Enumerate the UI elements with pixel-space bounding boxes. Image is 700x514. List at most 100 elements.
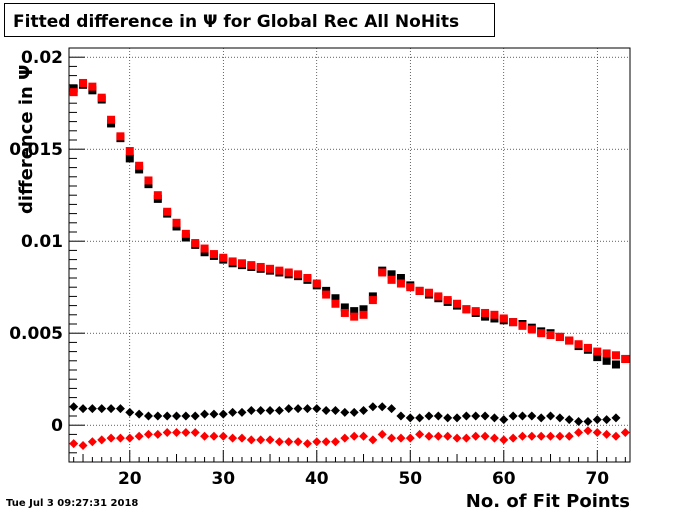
red-diamond-point <box>228 433 238 443</box>
x-tick-label: 40 <box>305 469 329 489</box>
red-square-point <box>97 93 106 102</box>
red-diamond-point <box>517 431 527 441</box>
red-diamond-point <box>508 433 518 443</box>
red-diamond-point <box>433 431 443 441</box>
red-square-point <box>434 292 443 301</box>
red-diamond-point <box>265 435 275 445</box>
red-square-point <box>266 264 275 273</box>
red-diamond-point <box>583 426 593 436</box>
red-diamond-point <box>546 431 556 441</box>
red-square-point <box>331 299 340 308</box>
black-diamond-point <box>340 407 350 417</box>
red-square-point <box>116 132 125 141</box>
y-tick-label: 0 <box>51 416 63 436</box>
red-diamond-point <box>564 431 574 441</box>
black-diamond-point <box>349 407 359 417</box>
black-square-point <box>602 356 611 365</box>
red-square-point <box>574 340 583 349</box>
red-diamond-point <box>489 433 499 443</box>
black-diamond-point <box>302 404 312 414</box>
red-square-point <box>228 257 237 266</box>
black-diamond-point <box>443 413 453 423</box>
red-diamond-point <box>602 429 612 439</box>
black-diamond-point <box>87 404 97 414</box>
data-markers <box>69 78 630 450</box>
red-diamond-point <box>106 433 116 443</box>
black-diamond-point <box>583 417 593 427</box>
red-diamond-point <box>499 435 509 445</box>
black-diamond-point <box>527 411 537 421</box>
red-diamond-point <box>480 431 490 441</box>
black-diamond-point <box>293 404 303 414</box>
y-tick-label: 0.02 <box>21 48 63 68</box>
x-axis-label: No. of Fit Points <box>465 491 630 512</box>
red-square-point <box>181 229 190 238</box>
red-diamond-point <box>359 431 369 441</box>
red-diamond-point <box>246 435 256 445</box>
black-diamond-point <box>69 402 79 412</box>
black-diamond-point <box>97 404 107 414</box>
red-square-point <box>153 191 162 200</box>
red-square-point <box>125 147 134 156</box>
red-square-point <box>555 332 564 341</box>
red-square-point <box>209 250 218 259</box>
red-diamond-point <box>527 431 537 441</box>
black-square-point <box>611 360 620 369</box>
black-diamond-point <box>471 411 481 421</box>
title-box: Fitted difference in Ψ for Global Rec Al… <box>4 3 495 37</box>
red-square-point <box>611 351 620 360</box>
black-square-point <box>387 270 396 279</box>
plot-frame <box>68 47 631 463</box>
red-square-point <box>378 268 387 277</box>
red-square-point <box>406 283 415 292</box>
red-square-point <box>247 261 256 270</box>
black-diamond-point <box>265 405 275 415</box>
black-square-point <box>125 154 134 163</box>
red-diamond-point <box>172 428 182 438</box>
red-diamond-point <box>536 431 546 441</box>
black-square-point <box>331 294 340 303</box>
red-diamond-point <box>78 440 88 450</box>
black-diamond-point <box>368 402 378 412</box>
red-diamond-point <box>143 429 153 439</box>
red-square-point <box>107 115 116 124</box>
red-square-point <box>396 279 405 288</box>
black-diamond-point <box>200 409 210 419</box>
grid-lines <box>69 48 630 462</box>
black-diamond-point <box>489 413 499 423</box>
red-diamond-point <box>274 437 284 447</box>
black-square-point <box>340 303 349 312</box>
black-diamond-point <box>602 415 612 425</box>
black-diamond-point <box>321 405 331 415</box>
red-diamond-point <box>125 433 135 443</box>
red-square-point <box>135 161 144 170</box>
red-diamond-point <box>69 439 79 449</box>
black-square-point <box>593 353 602 362</box>
red-square-point <box>294 270 303 279</box>
red-square-point <box>509 318 518 327</box>
black-diamond-point <box>452 413 462 423</box>
black-diamond-point <box>228 407 238 417</box>
red-square-point <box>602 349 611 358</box>
black-diamond-point <box>461 411 471 421</box>
red-square-point <box>537 329 546 338</box>
black-diamond-point <box>387 404 397 414</box>
red-square-point <box>546 331 555 340</box>
red-diamond-point <box>162 428 172 438</box>
red-square-point <box>527 325 536 334</box>
x-tick-label: 50 <box>398 469 422 489</box>
red-diamond-point <box>312 437 322 447</box>
black-diamond-point <box>377 402 387 412</box>
black-diamond-point <box>143 411 153 421</box>
red-square-point <box>443 296 452 305</box>
red-square-point <box>481 308 490 317</box>
black-diamond-point <box>284 404 294 414</box>
black-diamond-point <box>246 405 256 415</box>
red-square-point <box>593 347 602 356</box>
black-diamond-point <box>312 404 322 414</box>
black-diamond-point <box>134 409 144 419</box>
red-diamond-point <box>153 429 163 439</box>
red-diamond-point <box>555 431 565 441</box>
x-tick-label: 20 <box>118 469 142 489</box>
